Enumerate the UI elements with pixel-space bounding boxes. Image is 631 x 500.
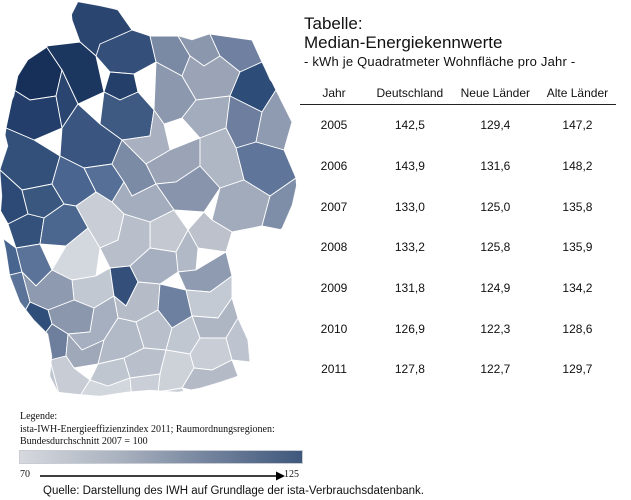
cell-new-states: 125,0	[480, 199, 511, 214]
cell-old-states: 148,2	[562, 159, 593, 174]
cell-new-states: 124,9	[480, 281, 511, 296]
table-row: 2010 126,9 122,3 128,6	[300, 308, 616, 349]
table-row: 2011 127,8 122,7 129,7	[300, 349, 616, 390]
legend-arrow-icon	[40, 471, 285, 481]
cell-old-states: 134,2	[562, 281, 593, 296]
legend-heading: Legende:	[20, 411, 58, 422]
header-old-states: Alte Länder	[538, 82, 616, 105]
header-year: Jahr	[300, 82, 368, 105]
legend-scale-min: 70	[20, 469, 30, 480]
cell-year: 2008	[320, 240, 348, 255]
cell-old-states: 147,2	[562, 118, 593, 133]
cell-new-states: 125,8	[480, 240, 511, 255]
cell-year: 2010	[320, 321, 348, 336]
region-oderland	[255, 89, 293, 151]
table-header-row: Jahr Deutschland Neue Länder Alte Länder	[300, 82, 616, 105]
cell-year: 2005	[320, 118, 348, 133]
energy-table-container: Jahr Deutschland Neue Länder Alte Länder…	[300, 82, 620, 390]
table-unit-caption: - kWh je Quadratmeter Wohnfläche pro Jah…	[304, 54, 576, 69]
source-note: Quelle: Darstellung des IWH auf Grundlag…	[43, 485, 424, 497]
table-subtitle: Median-Energiekennwerte	[304, 33, 503, 52]
cell-germany: 143,9	[394, 159, 425, 174]
legend-color-gradient	[19, 450, 303, 464]
cell-year: 2011	[321, 362, 347, 377]
energy-values-table: Jahr Deutschland Neue Länder Alte Länder…	[300, 82, 616, 390]
cell-germany: 127,8	[394, 362, 425, 377]
cell-new-states: 129,4	[480, 118, 511, 133]
cell-year: 2009	[320, 281, 348, 296]
cell-year: 2007	[320, 199, 348, 214]
cell-new-states: 122,3	[480, 321, 511, 336]
cell-new-states: 131,6	[480, 159, 511, 174]
region-neckar-alb	[79, 377, 133, 396]
cell-germany: 142,5	[394, 118, 425, 133]
table-row: 2005 142,5 129,4 147,2	[300, 105, 616, 146]
cell-new-states: 122,7	[480, 362, 511, 377]
table-row: 2007 133,0 125,0 135,8	[300, 186, 616, 227]
legend-scale-max: 125	[284, 469, 299, 480]
table-row: 2008 133,2 125,8 135,9	[300, 227, 616, 268]
germany-choropleth-map	[0, 1, 299, 397]
cell-germany: 131,8	[394, 281, 425, 296]
header-new-states: Neue Länder	[451, 82, 539, 105]
table-title: Tabelle:	[304, 14, 363, 33]
header-germany: Deutschland	[368, 82, 452, 105]
cell-year: 2006	[320, 159, 348, 174]
cell-old-states: 129,7	[562, 362, 593, 377]
legend-baseline-note: Bundesdurchschnitt 2007 = 100	[20, 436, 148, 444]
legend-description: ista-IWH-Energieeffizienzindex 2011; Rau…	[20, 424, 275, 435]
table-row: 2006 143,9 131,6 148,2	[300, 146, 616, 187]
cell-old-states: 128,6	[562, 321, 593, 336]
cell-germany: 133,2	[394, 240, 425, 255]
cell-old-states: 135,9	[562, 240, 593, 255]
cell-germany: 133,0	[394, 199, 425, 214]
table-row: 2009 131,8 124,9 134,2	[300, 268, 616, 309]
cell-germany: 126,9	[394, 321, 425, 336]
cell-old-states: 135,8	[562, 199, 593, 214]
region-schleswig-holstein-south	[95, 29, 157, 75]
